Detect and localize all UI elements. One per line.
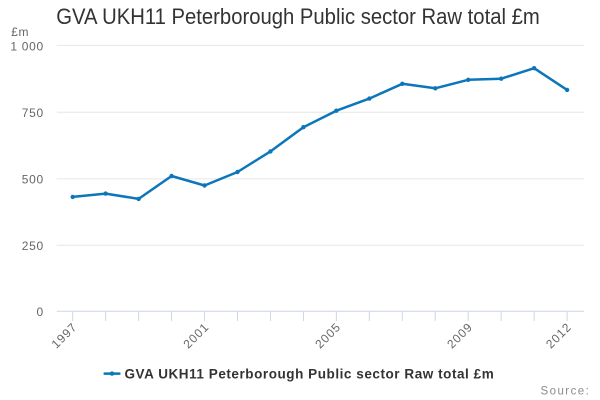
svg-text:1 000: 1 000: [10, 40, 44, 54]
svg-text:750: 750: [22, 106, 44, 120]
svg-text:GVA UKH11 Peterborough Public: GVA UKH11 Peterborough Public sector Raw…: [56, 5, 539, 29]
svg-text:500: 500: [22, 173, 44, 187]
svg-text:0: 0: [37, 305, 44, 319]
svg-text:GVA UKH11 Peterborough Public: GVA UKH11 Peterborough Public sector Raw…: [125, 367, 495, 382]
svg-text:250: 250: [22, 239, 44, 253]
svg-text:Source:: Source:: [541, 386, 591, 398]
svg-text:£m: £m: [11, 25, 29, 39]
